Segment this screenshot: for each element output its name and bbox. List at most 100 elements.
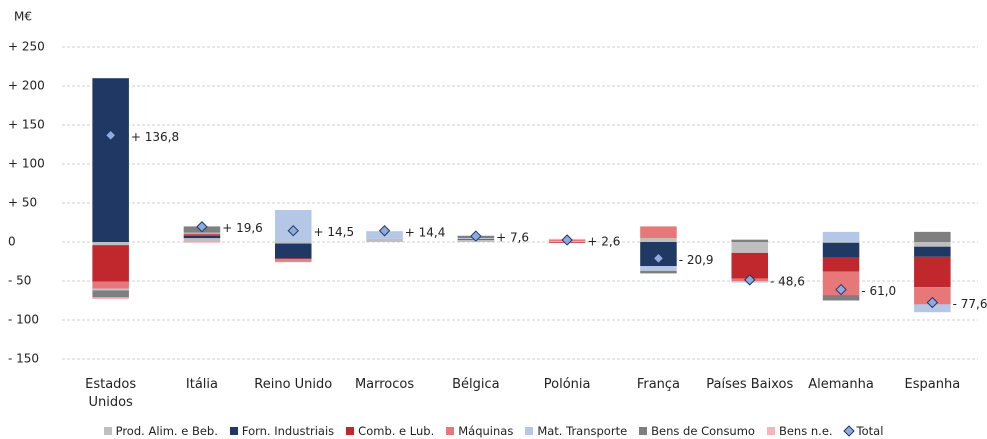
bar-segment — [640, 266, 677, 271]
bar-segment — [183, 235, 221, 239]
x-tick-label: Reino Unido — [254, 377, 333, 392]
y-tick-label: + 200 — [8, 79, 45, 93]
bar-segment — [183, 234, 221, 236]
legend-item: Mat. Transporte — [525, 424, 627, 438]
legend-swatch — [446, 427, 455, 435]
total-marker — [926, 296, 939, 309]
bar-segment — [822, 231, 860, 242]
bar-segment — [274, 260, 312, 262]
x-tick-label: Bélgica — [452, 377, 500, 392]
bar-segment — [183, 232, 221, 234]
legend-label: Bens n.e. — [778, 424, 833, 438]
y-tick-label: + 100 — [8, 157, 45, 171]
bar-segment — [640, 270, 677, 274]
total-label: - 20,9 — [679, 253, 714, 267]
legend-label: Comb. e Lub. — [358, 424, 435, 438]
y-tick-label: - 100 — [8, 313, 39, 327]
x-tick-label: Itália — [185, 377, 218, 392]
bar-segment — [274, 259, 312, 261]
bar-segment — [274, 242, 312, 244]
bar-segment — [914, 231, 951, 242]
bar-segment — [914, 256, 951, 288]
bar-segment — [274, 261, 312, 263]
legend-swatch — [346, 427, 355, 435]
y-unit: M€ — [14, 10, 32, 24]
bar-segment — [92, 242, 129, 246]
y-tick-label: + 250 — [8, 40, 45, 54]
total-label: + 7,6 — [496, 231, 529, 245]
total-label: - 48,6 — [770, 274, 805, 288]
total-marker — [378, 225, 391, 237]
legend-item: Total — [842, 424, 884, 438]
total-marker — [561, 234, 573, 246]
bar-segment — [640, 226, 677, 239]
legend-swatch — [103, 427, 112, 435]
total-marker — [744, 274, 756, 286]
total-marker — [104, 129, 117, 142]
bar-segment — [914, 242, 951, 247]
legend-swatch — [525, 427, 534, 435]
legend-item: Bens n.e. — [766, 424, 833, 438]
legend-item: Prod. Alim. e Beb. — [103, 424, 218, 438]
legend-swatch — [766, 427, 775, 435]
legend-swatch — [229, 427, 238, 435]
bar-segment — [183, 242, 221, 243]
legend-label: Máquinas — [458, 424, 514, 438]
bar-segment — [274, 258, 312, 260]
legend-label: Prod. Alim. e Beb. — [115, 424, 218, 438]
x-tick-label: Espanha — [904, 377, 961, 392]
legend: Prod. Alim. e Beb. Forn. Industriais Comb.… — [0, 424, 987, 438]
bar-segment — [92, 78, 129, 242]
total-label: + 19,6 — [222, 221, 263, 235]
total-marker — [652, 252, 665, 265]
total-marker — [835, 283, 847, 296]
total-label: + 136,8 — [131, 130, 179, 144]
bar-segment — [183, 238, 221, 242]
plot: M€ - 150 - 100 - 50 0 + 50 + 100 + 150 + 200 + 2… — [8, 10, 987, 366]
total-label: + 14,4 — [405, 225, 446, 239]
x-tick-label: Estados Unidos — [85, 377, 137, 410]
y-tick-label: - 50 — [8, 274, 31, 288]
legend-item: Forn. Industriais — [229, 424, 335, 438]
bar-segment — [92, 281, 129, 289]
legend-label: Total — [856, 424, 884, 438]
legend-item: Máquinas — [446, 424, 513, 438]
total-label: - 61,0 — [861, 284, 896, 298]
x-tick-label: Polónia — [543, 377, 591, 392]
total-label: + 14,5 — [314, 225, 355, 239]
y-tick-label: + 150 — [8, 118, 45, 132]
legend-item: Bens de Consumo — [639, 424, 755, 438]
bar-segment — [274, 243, 312, 259]
total-label: - 77,6 — [953, 297, 987, 311]
bar-segment — [731, 239, 769, 242]
legend-swatch — [639, 427, 648, 435]
bar-segment — [92, 297, 129, 299]
legend-label: Mat. Transporte — [537, 424, 628, 438]
x-tick-label: França — [636, 377, 681, 392]
x-tick-label: Países Baixos — [706, 377, 794, 392]
y-tick-label: + 50 — [8, 196, 37, 210]
bar-segment — [822, 242, 860, 258]
bar-segment — [822, 242, 860, 243]
bar-segment — [822, 271, 860, 296]
x-tick-label: Alemanha — [808, 377, 874, 392]
bar-segment — [822, 295, 860, 301]
total-marker — [287, 224, 299, 237]
bar-segment — [822, 257, 860, 272]
bar-segment — [640, 238, 677, 242]
legend-item: Comb. e Lub. — [346, 424, 434, 438]
legend-label: Bens de Consumo — [651, 424, 755, 438]
bar-segment — [914, 304, 951, 313]
bar-segment — [92, 245, 129, 282]
x-tick-label: Marrocos — [354, 377, 415, 392]
bar-segment — [92, 290, 129, 298]
bar-segment — [914, 287, 951, 305]
bar-segment — [731, 242, 769, 253]
legend-swatch — [842, 425, 855, 437]
bar-segment — [366, 238, 403, 242]
bar-segment — [914, 246, 951, 257]
legend-label: Forn. Industriais — [241, 424, 335, 438]
total-marker — [196, 221, 208, 233]
bar-segment — [183, 233, 221, 235]
